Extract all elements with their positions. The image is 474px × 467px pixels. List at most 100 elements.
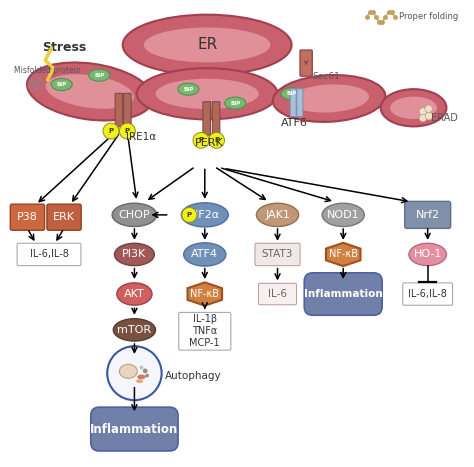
Ellipse shape xyxy=(184,243,226,266)
Text: Inflammation: Inflammation xyxy=(304,289,383,299)
Ellipse shape xyxy=(51,78,72,91)
Ellipse shape xyxy=(178,83,199,95)
Text: BIP: BIP xyxy=(94,73,104,78)
Ellipse shape xyxy=(281,88,302,100)
Text: NF-κB: NF-κB xyxy=(190,289,219,299)
FancyBboxPatch shape xyxy=(47,204,81,230)
Ellipse shape xyxy=(289,85,369,113)
Circle shape xyxy=(145,374,149,377)
FancyBboxPatch shape xyxy=(304,273,382,315)
FancyBboxPatch shape xyxy=(290,89,296,117)
Text: P: P xyxy=(109,128,113,134)
FancyBboxPatch shape xyxy=(255,243,300,266)
Ellipse shape xyxy=(322,203,365,226)
Text: ERAD: ERAD xyxy=(431,113,458,123)
Text: P: P xyxy=(214,137,219,143)
Ellipse shape xyxy=(390,97,437,119)
Text: BIP: BIP xyxy=(286,92,297,96)
Text: P: P xyxy=(187,212,192,218)
Text: IL-1β
TNFα
MCP-1: IL-1β TNFα MCP-1 xyxy=(190,314,220,348)
Text: ER: ER xyxy=(197,37,217,52)
FancyBboxPatch shape xyxy=(91,407,178,451)
Circle shape xyxy=(193,133,209,149)
Ellipse shape xyxy=(27,63,153,120)
FancyBboxPatch shape xyxy=(212,102,220,135)
Text: IL-6,IL-8: IL-6,IL-8 xyxy=(29,249,68,260)
Text: PI3K: PI3K xyxy=(122,249,146,260)
Text: Autophagy: Autophagy xyxy=(165,371,221,382)
Ellipse shape xyxy=(123,14,292,75)
Text: P38: P38 xyxy=(17,212,38,222)
Text: Inflammation: Inflammation xyxy=(90,423,179,436)
Ellipse shape xyxy=(119,364,137,378)
Text: Nrf2: Nrf2 xyxy=(416,210,440,220)
Ellipse shape xyxy=(409,243,447,266)
Circle shape xyxy=(182,207,197,222)
Ellipse shape xyxy=(256,203,299,226)
Text: mTOR: mTOR xyxy=(118,325,152,335)
Text: PERK: PERK xyxy=(195,138,224,148)
Text: P: P xyxy=(125,128,130,134)
Ellipse shape xyxy=(182,203,228,227)
Circle shape xyxy=(143,368,147,373)
Ellipse shape xyxy=(136,379,143,383)
Ellipse shape xyxy=(117,283,152,305)
Ellipse shape xyxy=(155,78,259,109)
Text: NOD1: NOD1 xyxy=(327,210,359,220)
Ellipse shape xyxy=(144,28,271,63)
Text: BIP: BIP xyxy=(56,82,67,87)
Circle shape xyxy=(419,114,427,122)
FancyBboxPatch shape xyxy=(10,204,45,230)
FancyBboxPatch shape xyxy=(258,283,297,305)
Text: Misfolded protein: Misfolded protein xyxy=(14,66,81,75)
Circle shape xyxy=(107,346,162,400)
Circle shape xyxy=(209,133,225,149)
Text: HO-1: HO-1 xyxy=(413,249,442,260)
Text: NF-κB: NF-κB xyxy=(328,249,358,260)
Text: AKT: AKT xyxy=(124,289,145,299)
Circle shape xyxy=(119,123,136,139)
Circle shape xyxy=(419,108,427,115)
Text: Proper folding: Proper folding xyxy=(399,13,458,21)
FancyBboxPatch shape xyxy=(17,243,81,266)
Text: ATF6: ATF6 xyxy=(281,118,307,128)
FancyBboxPatch shape xyxy=(179,312,231,350)
FancyBboxPatch shape xyxy=(297,89,303,117)
Polygon shape xyxy=(326,243,361,266)
Ellipse shape xyxy=(137,375,146,379)
FancyBboxPatch shape xyxy=(203,102,210,135)
FancyBboxPatch shape xyxy=(403,283,453,305)
Text: EIF2α: EIF2α xyxy=(189,210,220,220)
Text: ATF4: ATF4 xyxy=(191,249,219,260)
FancyBboxPatch shape xyxy=(124,93,131,127)
Text: CHOP: CHOP xyxy=(118,210,150,220)
Text: P: P xyxy=(199,137,204,143)
Text: BIP: BIP xyxy=(230,100,240,106)
Circle shape xyxy=(425,113,433,120)
Text: ERK: ERK xyxy=(53,212,75,222)
Text: STAT3: STAT3 xyxy=(262,249,293,260)
Text: IL-6,IL-8: IL-6,IL-8 xyxy=(408,289,447,299)
Ellipse shape xyxy=(115,243,155,266)
Ellipse shape xyxy=(112,203,157,226)
Circle shape xyxy=(103,123,119,139)
Ellipse shape xyxy=(46,74,134,109)
Circle shape xyxy=(425,105,432,113)
Text: BIP: BIP xyxy=(183,87,193,92)
FancyBboxPatch shape xyxy=(300,50,312,76)
Ellipse shape xyxy=(381,89,447,127)
Text: IRE1α: IRE1α xyxy=(127,132,156,142)
Ellipse shape xyxy=(137,68,277,120)
Circle shape xyxy=(139,366,143,369)
FancyBboxPatch shape xyxy=(405,201,451,228)
FancyBboxPatch shape xyxy=(115,93,123,127)
Ellipse shape xyxy=(225,97,246,109)
Polygon shape xyxy=(188,283,222,306)
Text: Sec61: Sec61 xyxy=(313,71,341,81)
Text: IL-6: IL-6 xyxy=(268,289,287,299)
Text: Stress: Stress xyxy=(42,41,86,54)
Ellipse shape xyxy=(273,75,385,122)
Ellipse shape xyxy=(89,69,110,81)
Text: JAK1: JAK1 xyxy=(265,210,290,220)
Ellipse shape xyxy=(113,318,155,341)
